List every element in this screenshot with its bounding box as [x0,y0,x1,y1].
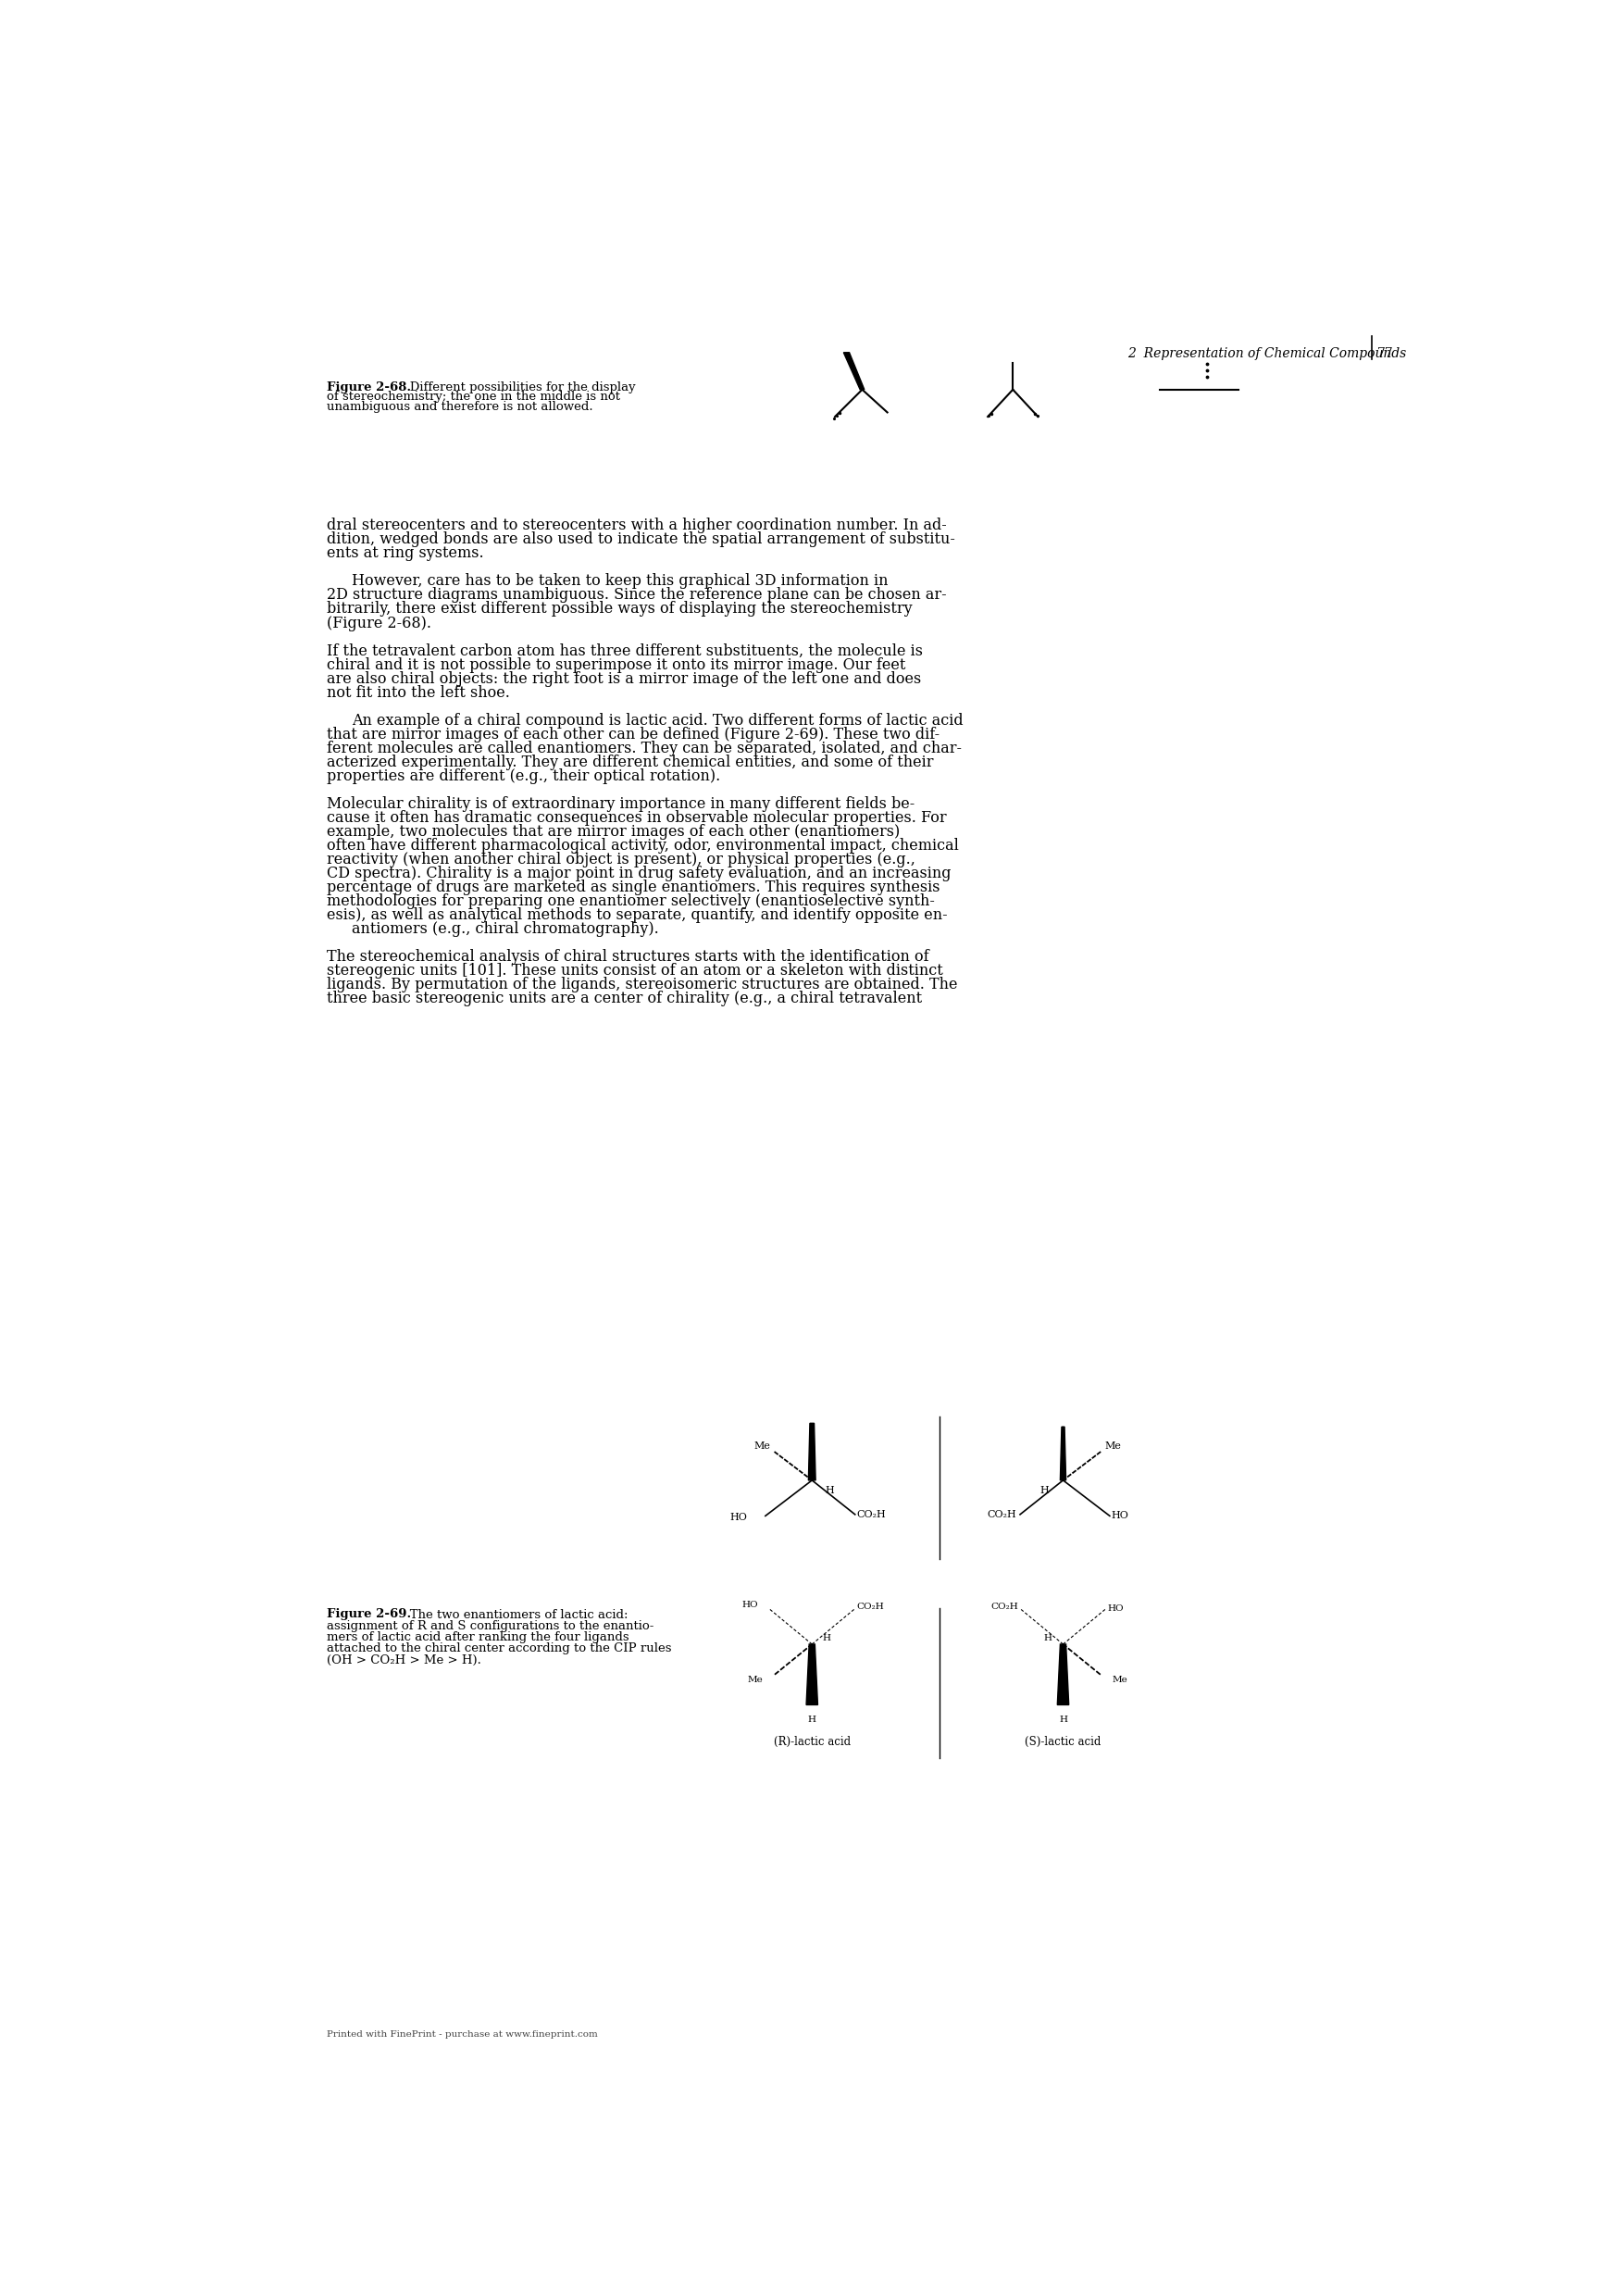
Text: stereogenic units [101]. These units consist of an atom or a skeleton with disti: stereogenic units [101]. These units con… [327,962,943,978]
Text: three basic stereogenic units are a center of chirality (e.g., a chiral tetraval: three basic stereogenic units are a cent… [327,990,922,1006]
Text: unambiguous and therefore is not allowed.: unambiguous and therefore is not allowed… [327,402,592,413]
Text: dition, wedged bonds are also used to indicate the spatial arrangement of substi: dition, wedged bonds are also used to in… [327,533,955,546]
Text: HO: HO [1112,1511,1129,1520]
Text: CD spectra). Chirality is a major point in drug safety evaluation, and an increa: CD spectra). Chirality is a major point … [327,866,951,882]
Text: cause it often has dramatic consequences in observable molecular properties. For: cause it often has dramatic consequences… [327,810,947,827]
Text: H: H [807,1715,815,1724]
Polygon shape [843,354,864,390]
Text: Molecular chirality is of extraordinary importance in many different fields be-: Molecular chirality is of extraordinary … [327,797,914,813]
Text: methodologies for preparing one enantiomer selectively (enantioselective synth-: methodologies for preparing one enantiom… [327,893,934,909]
Text: HO: HO [730,1513,748,1522]
Polygon shape [809,1424,815,1481]
Polygon shape [806,1644,817,1706]
Text: CO₂H: CO₂H [987,1511,1016,1520]
Text: CO₂H: CO₂H [992,1603,1019,1612]
Text: H: H [1058,1715,1068,1724]
Text: 77: 77 [1377,347,1393,360]
Text: not fit into the left shoe.: not fit into the left shoe. [327,684,510,700]
Text: Printed with FinePrint - purchase at www.fineprint.com: Printed with FinePrint - purchase at www… [327,2030,597,2039]
Text: Me: Me [1112,1676,1128,1683]
Text: dral stereocenters and to stereocenters with a higher coordination number. In ad: dral stereocenters and to stereocenters … [327,519,947,533]
Text: However, care has to be taken to keep this graphical 3D information in: However, care has to be taken to keep th… [351,574,888,590]
Text: 2D structure diagrams unambiguous. Since the reference plane can be chosen ar-: 2D structure diagrams unambiguous. Since… [327,588,947,604]
Text: H: H [1044,1635,1052,1642]
Text: If the tetravalent carbon atom has three different substituents, the molecule is: If the tetravalent carbon atom has three… [327,643,922,659]
Text: The stereochemical analysis of chiral structures starts with the identification : The stereochemical analysis of chiral st… [327,948,929,964]
Text: percentage of drugs are marketed as single enantiomers. This requires synthesis: percentage of drugs are marketed as sing… [327,879,940,895]
Text: CO₂H: CO₂H [856,1603,883,1612]
Text: (R)-lactic acid: (R)-lactic acid [773,1736,851,1747]
Text: are also chiral objects: the right foot is a mirror image of the left one and do: are also chiral objects: the right foot … [327,670,921,687]
Text: often have different pharmacological activity, odor, environmental impact, chemi: often have different pharmacological act… [327,838,958,854]
Text: ligands. By permutation of the ligands, stereoisomeric structures are obtained. : ligands. By permutation of the ligands, … [327,976,958,992]
Text: H: H [824,1635,832,1642]
Text: Figure 2-69.: Figure 2-69. [327,1609,411,1621]
Text: attached to the chiral center according to the CIP rules: attached to the chiral center according … [327,1644,671,1655]
Text: ferent molecules are called enantiomers. They can be separated, isolated, and ch: ferent molecules are called enantiomers.… [327,739,961,755]
Text: (S)-lactic acid: (S)-lactic acid [1024,1736,1102,1747]
Polygon shape [1057,1644,1069,1706]
Text: HO: HO [743,1600,759,1609]
Text: H: H [825,1486,833,1495]
Text: properties are different (e.g., their optical rotation).: properties are different (e.g., their op… [327,769,720,783]
Text: Different possibilities for the display: Different possibilities for the display [398,381,636,393]
Text: (Figure 2-68).: (Figure 2-68). [327,615,430,631]
Text: (OH > CO₂H > Me > H).: (OH > CO₂H > Me > H). [327,1653,481,1667]
Text: example, two molecules that are mirror images of each other (enantiomers): example, two molecules that are mirror i… [327,824,900,840]
Text: ents at ring systems.: ents at ring systems. [327,546,484,563]
Text: bitrarily, there exist different possible ways of displaying the stereochemistry: bitrarily, there exist different possibl… [327,602,913,618]
Text: assignment of R and S configurations to the enantio-: assignment of R and S configurations to … [327,1621,654,1632]
Text: acterized experimentally. They are different chemical entities, and some of thei: acterized experimentally. They are diffe… [327,753,934,769]
Text: The two enantiomers of lactic acid:: The two enantiomers of lactic acid: [398,1609,628,1621]
Text: esis), as well as analytical methods to separate, quantify, and identify opposit: esis), as well as analytical methods to … [327,907,947,923]
Text: HO: HO [1108,1605,1125,1612]
Polygon shape [1060,1426,1066,1481]
Text: chiral and it is not possible to superimpose it onto its mirror image. Our feet: chiral and it is not possible to superim… [327,657,904,673]
Text: reactivity (when another chiral object is present), or physical properties (e.g.: reactivity (when another chiral object i… [327,852,914,868]
Text: 2  Representation of Chemical Compounds: 2 Representation of Chemical Compounds [1128,347,1406,360]
Text: H: H [1040,1486,1048,1495]
Text: Me: Me [1105,1442,1121,1451]
Text: CO₂H: CO₂H [856,1511,887,1520]
Text: mers of lactic acid after ranking the four ligands: mers of lactic acid after ranking the fo… [327,1632,629,1644]
Text: of stereochemistry; the one in the middle is not: of stereochemistry; the one in the middl… [327,390,620,404]
Text: Me: Me [748,1676,764,1683]
Text: Figure 2-68.: Figure 2-68. [327,381,411,393]
Text: Me: Me [754,1442,770,1451]
Text: antiomers (e.g., chiral chromatography).: antiomers (e.g., chiral chromatography). [351,921,659,937]
Text: that are mirror images of each other can be defined (Figure 2-69). These two dif: that are mirror images of each other can… [327,726,938,742]
Text: An example of a chiral compound is lactic acid. Two different forms of lactic ac: An example of a chiral compound is lacti… [351,712,963,728]
